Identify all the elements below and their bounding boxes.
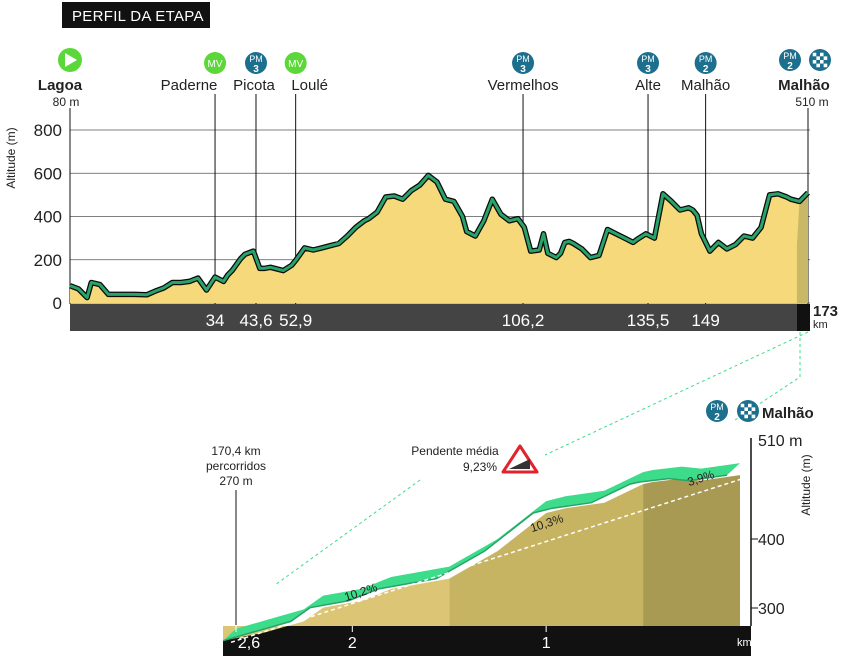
climb-start-note-2: percorridos (206, 459, 266, 473)
profile-line (69, 173, 810, 300)
page-title: PERFIL DA ETAPA (72, 8, 204, 25)
climb-y-tick-label: 400 (758, 532, 785, 549)
sprint-badge: MV (284, 52, 307, 74)
km-label: 52,9 (279, 311, 312, 330)
mountain-badge: PM3 (637, 52, 660, 75)
badge-text: PM (641, 54, 655, 64)
climb-x-tick-label: 2 (348, 635, 357, 652)
climb-segment (449, 484, 644, 626)
climb-title: Malhão (762, 405, 814, 422)
distance-labels: 34 43,6 52,9 106,2 135,5 149 (206, 311, 720, 330)
finish-shade (796, 192, 808, 303)
finish-km-unit: km (813, 319, 828, 331)
badge-text: PM (699, 54, 713, 64)
badge-text: PM (516, 54, 530, 64)
marker-name: Alte (635, 77, 661, 94)
mountain-badge: PM3 (244, 52, 267, 75)
distance-bar (70, 304, 810, 331)
checkered-flag-icon (737, 400, 759, 422)
badge-category: 3 (520, 64, 526, 75)
y-tick-label: 400 (34, 208, 62, 227)
badge-text: MV (208, 59, 223, 70)
start-badge (58, 48, 82, 72)
km-label: 149 (691, 311, 719, 330)
mountain-badge: PM2 (694, 52, 717, 75)
checkered-flag-icon (809, 49, 831, 71)
header-banner (62, 2, 210, 28)
climb-top-tick: 510 m (758, 433, 802, 450)
mountain-badge: PM3 (512, 52, 535, 75)
markers: MVPadernePM3PicotaMVLouléPM3VermelhosPM3… (161, 52, 730, 94)
climb-y-tick-label: 300 (758, 601, 785, 618)
climb-average-line (230, 477, 744, 644)
climb-x-tick-label: 1 (542, 635, 551, 652)
gradient-warning-icon (501, 444, 539, 474)
zoom-connector-2 (544, 331, 809, 456)
km-label: 135,5 (627, 311, 670, 330)
climb-pm-badge: PM (710, 402, 724, 412)
km-label: 43,6 (239, 311, 272, 330)
start-altitude: 80 m (53, 95, 80, 109)
avg-gradient-value: 9,23% (463, 460, 497, 474)
climb-x-unit: km (737, 637, 752, 649)
climb-x-tick-label: 2,6 (238, 635, 260, 652)
badge-category: 3 (645, 64, 651, 75)
climb-segment (643, 475, 740, 626)
finish-pm-category: 2 (787, 61, 793, 72)
climb-y-axis: 300 400 (750, 438, 785, 626)
finish-km: 173 (813, 303, 838, 320)
sprint-badge: MV (204, 52, 227, 74)
y-tick-label: 600 (34, 164, 62, 183)
marker-name: Paderne (161, 77, 218, 94)
climb-detail: 10,2%10,3%3,9% (222, 463, 751, 656)
climb-segment (223, 578, 450, 641)
y-tick-label: 0 (53, 294, 62, 313)
finish-bar-segment (797, 304, 810, 331)
zoom-connector-3 (274, 479, 421, 586)
play-icon (65, 53, 77, 67)
climb-start-note-1: 170,4 km (211, 444, 260, 458)
climb-distance-bar (223, 626, 751, 656)
finish-badges: PM 2 (779, 49, 831, 72)
main-y-axis-label: Altitude (m) (4, 127, 18, 188)
y-tick-label: 200 (34, 251, 62, 270)
km-label: 106,2 (502, 311, 545, 330)
km-label: 34 (206, 311, 225, 330)
badge-text: PM (249, 54, 263, 64)
start-name: Lagoa (38, 77, 83, 94)
climb-title-badges: PM 2 (706, 400, 759, 423)
badge-text: MV (288, 59, 303, 70)
profile-area (70, 175, 808, 303)
badge-category: 3 (253, 64, 259, 75)
avg-gradient-label: Pendente média (411, 444, 499, 458)
marker-name: Picota (233, 77, 275, 94)
finish-name: Malhão (778, 77, 830, 94)
marker-name: Malhão (681, 77, 730, 94)
climb-x-axis: 2,6 2 1 (235, 626, 551, 652)
climb-top-surface (223, 463, 740, 641)
climb-y-axis-label: Altitude (m) (799, 454, 813, 515)
climb-pm-category: 2 (714, 412, 720, 423)
y-tick-label: 800 (34, 121, 62, 140)
badge-category: 2 (703, 64, 709, 75)
finish-pm-badge: PM (783, 51, 797, 61)
marker-name: Loulé (291, 77, 328, 94)
climb-start-note-3: 270 m (219, 474, 252, 488)
marker-name: Vermelhos (488, 77, 559, 94)
main-y-axis: 0 200 400 600 800 (34, 121, 62, 313)
climb-top-edge (222, 474, 728, 642)
finish-altitude: 510 m (795, 95, 828, 109)
